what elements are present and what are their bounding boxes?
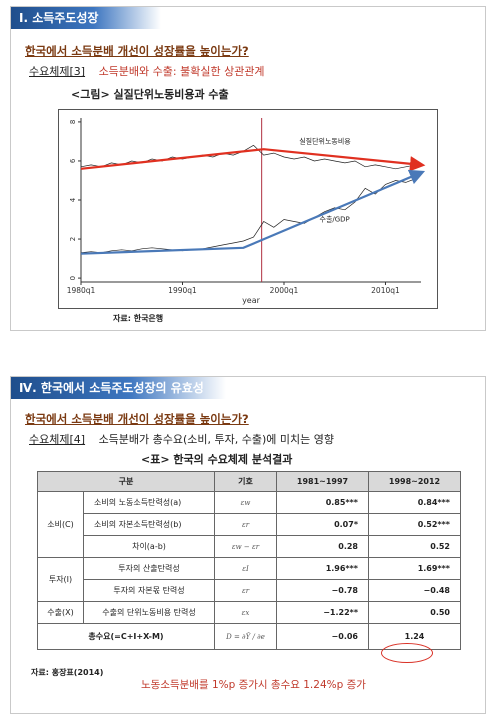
results-table: 구분 기호 1981~1997 1998~2012 소비(C) 소비의 노동소득…: [37, 471, 461, 650]
source-note: 자료: 홍장표(2014): [31, 668, 104, 677]
row-symbol: εw: [214, 491, 277, 514]
slide-subtitle: 수요체제[3] 소득분배와 수출: 불확실한 상관관계: [29, 63, 265, 79]
value-1998-2012: 0.50: [368, 601, 461, 624]
y-tick-label: 6: [69, 158, 77, 163]
value-1981-1997: 0.28: [276, 535, 369, 558]
source-note: 자료: 한국은행: [113, 314, 164, 323]
table-row: 투자(I) 투자의 산출탄력성 εI 1.96*** 1.69***: [37, 557, 461, 602]
series-label: 수출/GDP: [320, 214, 350, 223]
value-1998-2012: 1.69***: [368, 557, 461, 580]
slide-income-led-growth: Ⅰ. 소득주도성장 한국에서 소득분배 개선이 성장률을 높이는가? 수요체제[…: [10, 6, 486, 331]
table-header-row: 구분 기호 1981~1997 1998~2012: [37, 471, 461, 492]
series-line-unit-labor-cost: [80, 144, 416, 170]
x-tick-label: 1980q1: [67, 286, 96, 295]
slide-question: 한국에서 소득분배 개선이 성장률을 높이는가?: [25, 412, 249, 426]
conclusion-note: 노동소득분배를 1%p 증가시 총수요 1.24%p 증가: [141, 679, 366, 691]
subtitle-key: 수요체제[3]: [29, 65, 86, 78]
value-1998-2012: 0.84***: [368, 491, 461, 514]
value-1981-1997: 1.96***: [276, 557, 369, 580]
table-row: 수출(X) 수출의 단위노동비용 탄력성 εx −1.22** 0.50: [37, 601, 461, 624]
trend-arrow-red: [80, 148, 426, 172]
value-1981-1997: 0.85***: [276, 491, 369, 514]
row-label: 차이(a-b): [83, 535, 215, 558]
y-tick-label: 0: [69, 276, 77, 280]
group-label: 수출(X): [37, 601, 84, 624]
series-label: 실질단위노동비용: [299, 136, 351, 145]
chart-frame: 0 2 4 6 8 1980q1 1990q1 2000q1 2010q1 year 실질단위노동…: [58, 109, 438, 309]
slide-header: Ⅰ. 소득주도성장: [11, 7, 161, 29]
group-label: 소비(C): [37, 491, 84, 558]
y-tick-label: 4: [69, 197, 77, 202]
row-label: 투자의 자본몫 탄력성: [83, 579, 215, 602]
column-header: 1981~1997: [276, 471, 369, 492]
row-label: 투자의 산출탄력성: [83, 557, 215, 580]
value-1998-2012: −0.48: [368, 579, 461, 602]
slide-header: Ⅳ. 한국에서 소득주도성장의 유효성: [11, 377, 226, 399]
subtitle-key: 수요체제[4]: [29, 433, 86, 446]
series-line-export-gdp: [80, 178, 417, 254]
row-label: 수출의 단위노동비용 탄력성: [83, 601, 215, 624]
x-tick-label: 2000q1: [270, 286, 299, 295]
y-tick-label: 8: [69, 120, 77, 124]
x-tick-label: 2010q1: [371, 286, 400, 295]
row-symbol: εx: [214, 601, 277, 624]
table-row: 소비의 자본소득탄력성(b) εr 0.07* 0.52***: [38, 513, 461, 536]
value-1998-2012: 0.52: [368, 535, 461, 558]
row-symbol: εI: [214, 557, 277, 580]
figure-title: <그림> 실질단위노동비용과 수출: [71, 88, 229, 101]
row-symbol: εw − εr: [214, 535, 277, 558]
value-1998-2012: 0.52***: [368, 513, 461, 536]
x-axis-label: year: [242, 296, 261, 305]
column-header: 구분: [37, 471, 215, 492]
highlight-circle: [381, 643, 433, 663]
line-chart: 0 2 4 6 8 1980q1 1990q1 2000q1 2010q1 year 실질단위노동…: [67, 118, 426, 305]
table-row: 소비(C) 소비의 노동소득탄력성(a) εw 0.85*** 0.84***: [37, 491, 461, 558]
value-1981-1997: −1.22**: [276, 601, 369, 624]
subtitle-text: 소득분배와 수출: 불확실한 상관관계: [98, 65, 265, 78]
row-symbol: εr: [214, 513, 277, 536]
table-title: <표> 한국의 수요체제 분석결과: [141, 453, 293, 466]
subtitle-text: 소득분배가 총수요(소비, 투자, 수출)에 미치는 영향: [98, 433, 335, 446]
slide-question: 한국에서 소득분배 개선이 성장률을 높이는가?: [25, 44, 249, 58]
table-row: 차이(a-b) εw − εr 0.28 0.52: [38, 535, 461, 558]
value-1981-1997: −0.78: [276, 579, 369, 602]
value-1981-1997: 0.07*: [276, 513, 369, 536]
total-value-1981-1997: −0.06: [276, 623, 369, 650]
row-label: 소비의 자본소득탄력성(b): [83, 513, 215, 536]
row-symbol: εr: [214, 579, 277, 602]
y-tick-label: 2: [69, 237, 77, 241]
table-row: 투자의 자본몫 탄력성 εr −0.78 −0.48: [38, 579, 461, 602]
column-header: 기호: [214, 471, 277, 492]
trend-arrow-blue: [80, 169, 426, 255]
total-symbol: D = ∂Ŷ / ∂e: [214, 623, 277, 650]
group-label: 투자(I): [37, 557, 84, 602]
total-label: 총수요(=C+I+X-M): [37, 623, 215, 650]
slide-subtitle: 수요체제[4] 소득분배가 총수요(소비, 투자, 수출)에 미치는 영향: [29, 431, 334, 447]
row-label: 소비의 노동소득탄력성(a): [83, 491, 215, 514]
x-tick-label: 1990q1: [168, 286, 197, 295]
column-header: 1998~2012: [368, 471, 461, 492]
slide-effectiveness: Ⅳ. 한국에서 소득주도성장의 유효성 한국에서 소득분배 개선이 성장률을 높…: [10, 376, 486, 714]
